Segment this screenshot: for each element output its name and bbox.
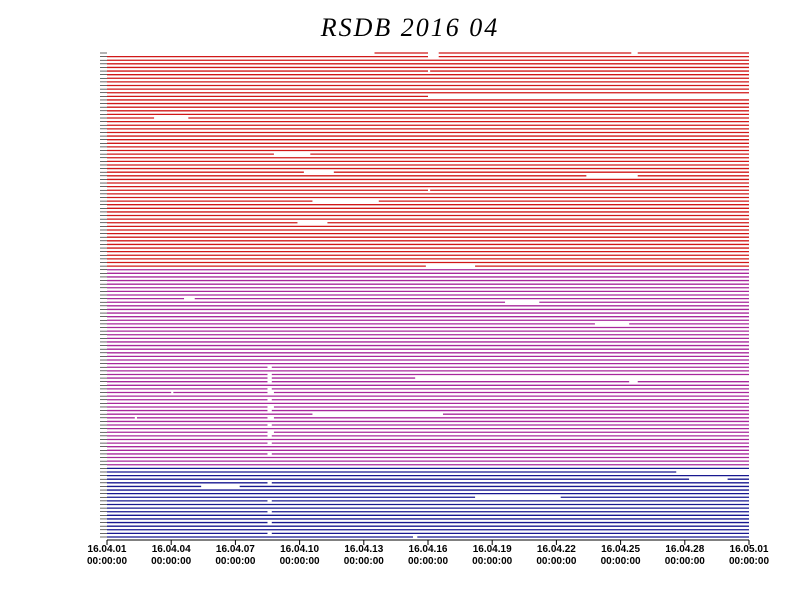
x-tick-time: 00:00:00 — [536, 556, 576, 567]
x-tick-time: 00:00:00 — [729, 556, 769, 567]
x-tick-label: 16.04.10 — [280, 544, 319, 555]
x-tick-time: 00:00:00 — [87, 556, 127, 567]
x-tick-time: 00:00:00 — [472, 556, 512, 567]
chart-title: RSDB 2016 04 — [320, 13, 500, 42]
x-tick-label: 16.04.01 — [88, 544, 127, 555]
x-tick-label: 16.04.19 — [473, 544, 512, 555]
x-tick-label: 16.05.01 — [730, 544, 769, 555]
x-tick-label: 16.04.28 — [665, 544, 704, 555]
x-tick-time: 00:00:00 — [408, 556, 448, 567]
x-tick-time: 00:00:00 — [280, 556, 320, 567]
x-tick-label: 16.04.16 — [409, 544, 448, 555]
x-tick-time: 00:00:00 — [215, 556, 255, 567]
x-tick-time: 00:00:00 — [344, 556, 384, 567]
x-tick-time: 00:00:00 — [601, 556, 641, 567]
x-tick-label: 16.04.25 — [601, 544, 640, 555]
x-tick-time: 00:00:00 — [151, 556, 191, 567]
x-tick-label: 16.04.07 — [216, 544, 255, 555]
x-tick-label: 16.04.13 — [344, 544, 383, 555]
x-tick-label: 16.04.22 — [537, 544, 576, 555]
x-tick-time: 00:00:00 — [665, 556, 705, 567]
x-tick-label: 16.04.04 — [152, 544, 191, 555]
